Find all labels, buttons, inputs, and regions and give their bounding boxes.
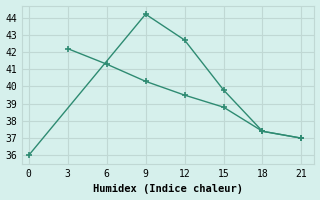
X-axis label: Humidex (Indice chaleur): Humidex (Indice chaleur) — [93, 184, 243, 194]
